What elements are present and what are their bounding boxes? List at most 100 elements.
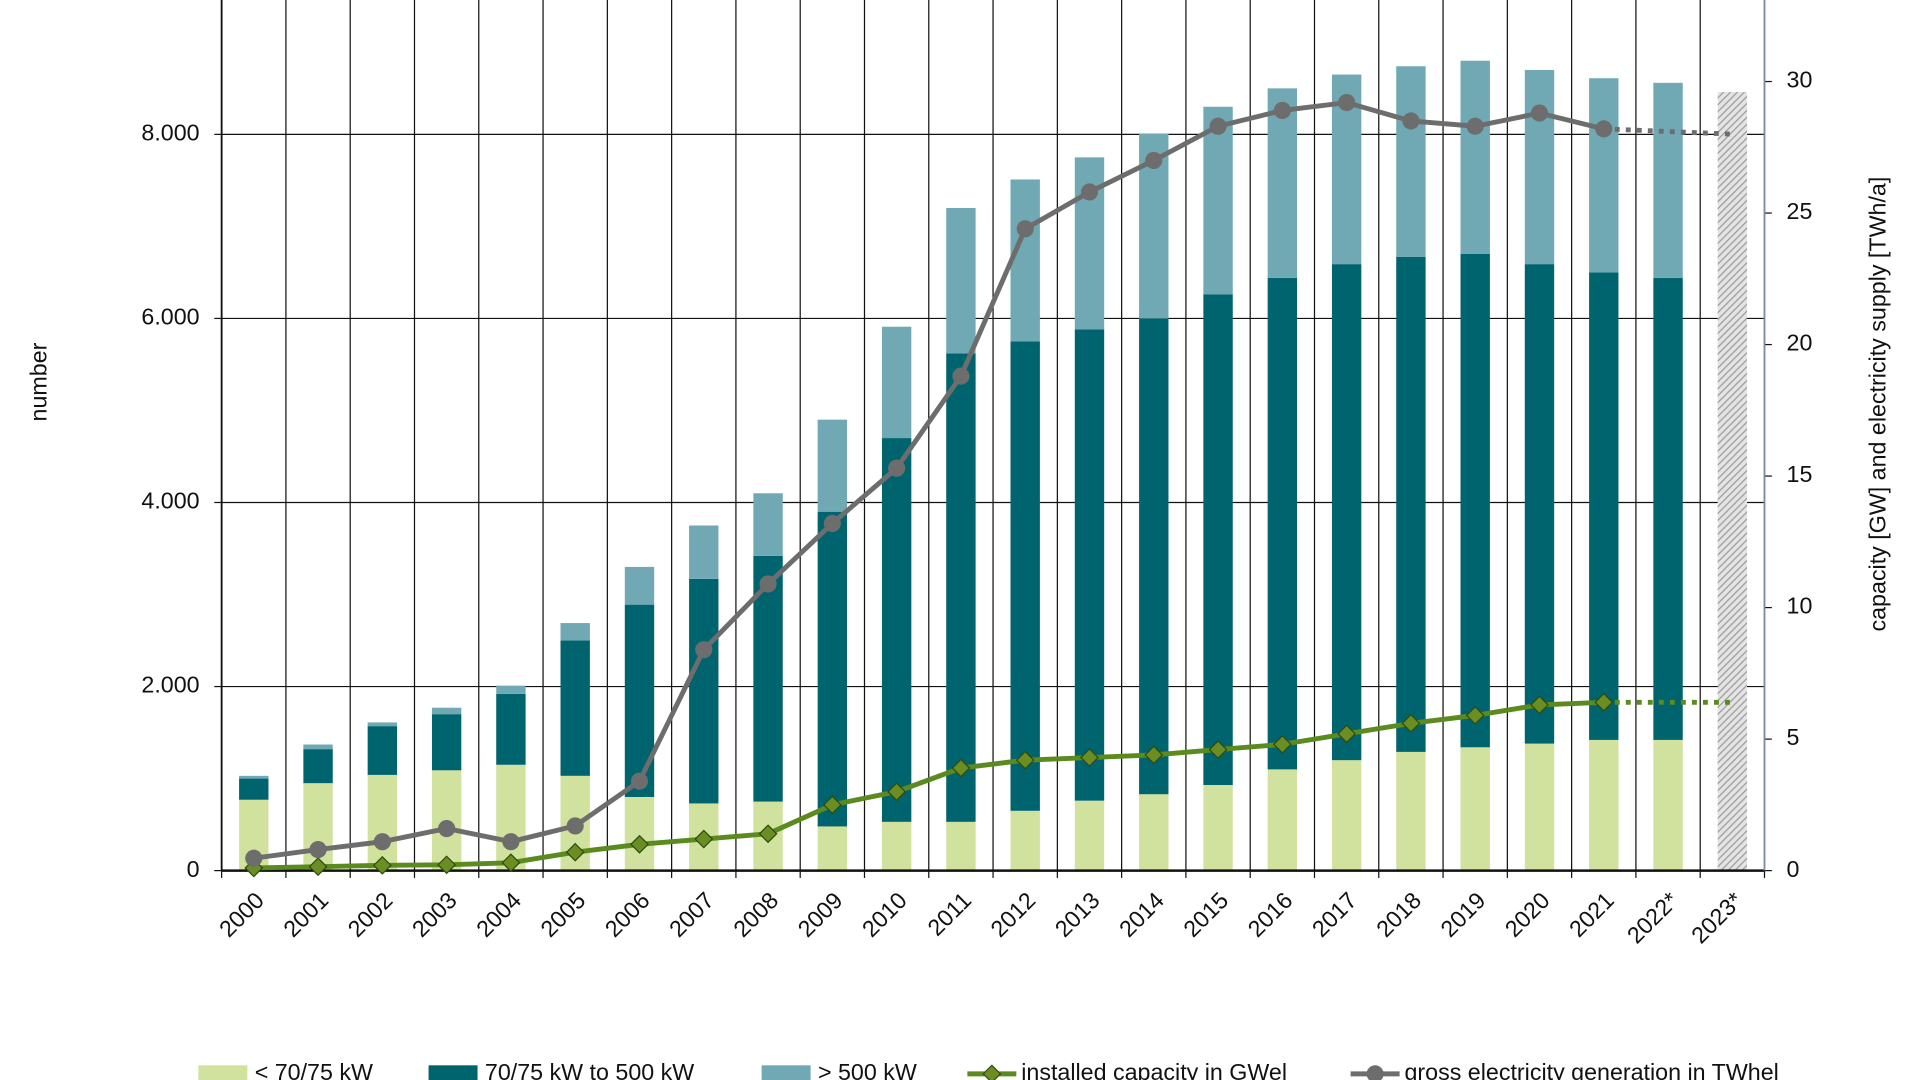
bar-segment [1203, 106, 1233, 295]
line [253, 100, 1605, 861]
y-tick-label: 8.000 [141, 120, 199, 146]
bar-segment [1267, 769, 1298, 871]
bar-segment [946, 821, 976, 871]
bar-segment [1396, 66, 1426, 257]
legend-label: gross electricity generation in TWhel [1404, 1059, 1778, 1080]
marker [695, 641, 713, 659]
projected-bar [1717, 92, 1748, 871]
x-tick-label: 2003 [407, 887, 462, 942]
x-tick-label: 2014 [1114, 887, 1169, 942]
x-tick-label: 2011 [922, 887, 976, 941]
bar-segment [881, 438, 912, 822]
bar-segment [1460, 60, 1490, 255]
bar-segment [1139, 794, 1169, 871]
x-tick-label: 2021 [1564, 887, 1619, 942]
x-tick-label: 2006 [600, 887, 655, 942]
bar-segment [1010, 179, 1040, 342]
bar-segment [1074, 800, 1105, 871]
marker [373, 833, 391, 851]
marker [1144, 745, 1164, 765]
bar-segment [624, 604, 655, 797]
bar-segment [367, 774, 398, 871]
marker [1595, 120, 1613, 138]
marker [1208, 740, 1228, 760]
marker [694, 829, 714, 849]
bar-segment [496, 685, 526, 694]
legend-label: > 500 kW [818, 1059, 917, 1080]
marker [1530, 695, 1549, 715]
bar-segment [881, 821, 912, 871]
bar-segment [1396, 751, 1426, 871]
marker [630, 834, 649, 854]
x-tick-label: 2020 [1500, 887, 1555, 942]
bar-segment [624, 566, 655, 605]
x-tick-label: 2005 [535, 887, 590, 942]
legend-swatch [761, 1065, 811, 1080]
bar-segment [1203, 294, 1233, 786]
marker [245, 849, 263, 867]
bar-segment [817, 419, 848, 512]
marker [309, 840, 327, 859]
bar-segment [1010, 341, 1040, 811]
marker [502, 833, 520, 851]
bar-segment [1460, 747, 1490, 871]
bar-segment [1331, 264, 1362, 761]
bar-segment [1010, 810, 1040, 871]
bar-segment [496, 693, 526, 765]
marker [438, 819, 456, 838]
marker [1530, 104, 1549, 122]
bar-segment [689, 578, 719, 804]
x-tick-label: 2013 [1050, 887, 1105, 942]
y-tick-label: 4.000 [141, 488, 199, 514]
marker [1465, 705, 1485, 725]
bar-segment [239, 778, 269, 800]
bar-segment [881, 326, 912, 439]
y-tick-label: 6.000 [141, 304, 199, 330]
marker [822, 795, 842, 815]
marker [1209, 117, 1227, 135]
marker [1402, 112, 1420, 130]
marker [308, 857, 328, 877]
marker [1080, 183, 1099, 201]
y2-tick-label: 30 [1787, 67, 1813, 93]
bar-segment [753, 493, 783, 556]
y-tick-label: 2.000 [141, 672, 199, 698]
bar-segment [1524, 264, 1555, 744]
marker [565, 842, 585, 862]
marker [1594, 692, 1614, 712]
bar-segment [303, 749, 333, 784]
x-tick-label: 2022* [1622, 887, 1683, 948]
y-axis-title: number [26, 342, 52, 421]
bar-segment [1589, 739, 1619, 871]
bar-segment [367, 726, 398, 775]
x-tick-label: 2004 [471, 887, 526, 942]
bar-segment [496, 764, 526, 871]
x-tick-label: 2017 [1307, 887, 1362, 942]
bar-segment [560, 640, 590, 776]
bar-segment [1267, 277, 1298, 770]
marker [951, 758, 971, 778]
bar-segment [1653, 82, 1683, 278]
y2-tick-label: 15 [1787, 461, 1813, 487]
marker [437, 855, 457, 875]
marker [1080, 748, 1099, 767]
x-tick-label: 2010 [857, 887, 912, 942]
bar-segment [1074, 329, 1105, 801]
marker [1338, 94, 1356, 112]
legend-label: < 70/75 kW [255, 1059, 373, 1080]
y2-tick-label: 20 [1787, 330, 1813, 356]
x-tick-label: 2018 [1371, 887, 1426, 942]
x-tick-label: 2016 [1243, 887, 1298, 942]
marker [1401, 713, 1421, 733]
bar-segment [1589, 78, 1619, 273]
bar-segment [1396, 256, 1426, 752]
bar-segment [1653, 277, 1683, 740]
marker [1337, 724, 1357, 744]
marker [1272, 734, 1292, 754]
x-tick-label: 2002 [343, 887, 398, 942]
bar-segment [817, 826, 848, 871]
marker [1016, 220, 1034, 238]
bar-segment [946, 207, 976, 354]
legend-swatch [198, 1065, 248, 1080]
y2-tick-label: 5 [1787, 724, 1800, 750]
